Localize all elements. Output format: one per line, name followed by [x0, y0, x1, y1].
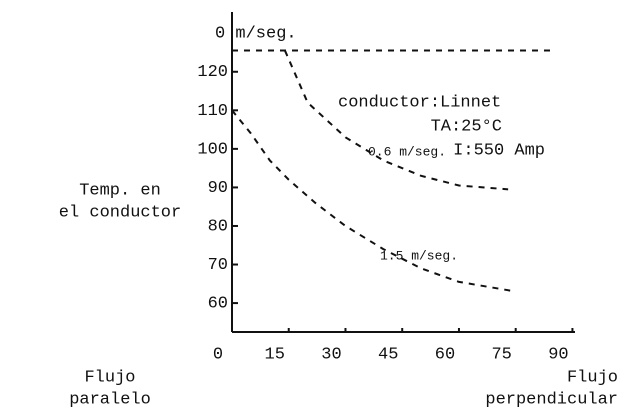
- series-label: 1.5 m/seg.: [380, 248, 458, 263]
- x-tick-label: 90: [548, 345, 568, 364]
- x-tick-label: 75: [491, 345, 511, 364]
- x-tick-label: 0: [213, 345, 223, 364]
- line: [284, 50, 509, 191]
- y-tick-label: 110: [197, 102, 228, 121]
- y-tick-label: 90: [208, 179, 228, 198]
- y-tick-label: 120: [197, 63, 228, 82]
- x-axis-label-right: perpendicular: [485, 390, 618, 409]
- y-axis-label: Temp. en: [79, 181, 161, 200]
- x-tick-label: 30: [321, 345, 341, 364]
- y-tick-label: 70: [208, 256, 228, 275]
- y-tick-label: 100: [197, 140, 228, 159]
- annotation: conductor:Linnet: [338, 93, 501, 112]
- series-label: 0.6 m/seg.: [368, 144, 446, 159]
- x-tick-label: 15: [265, 345, 285, 364]
- x-tick-label: 45: [378, 345, 398, 364]
- y-tick-label: 60: [208, 295, 228, 314]
- annotation: I:550 Amp: [453, 141, 545, 160]
- line: [231, 109, 516, 293]
- annotation: TA:25°C: [431, 117, 502, 136]
- x-axis-label-left: Flujo: [84, 368, 135, 387]
- x-tick-label: 60: [435, 345, 455, 364]
- x-axis-label-right: Flujo: [567, 368, 618, 387]
- y-axis-label: el conductor: [59, 203, 181, 222]
- x-axis-label-left: paralelo: [69, 390, 151, 409]
- series-label: 0 m/seg.: [215, 24, 297, 43]
- y-tick-label: 80: [208, 217, 228, 236]
